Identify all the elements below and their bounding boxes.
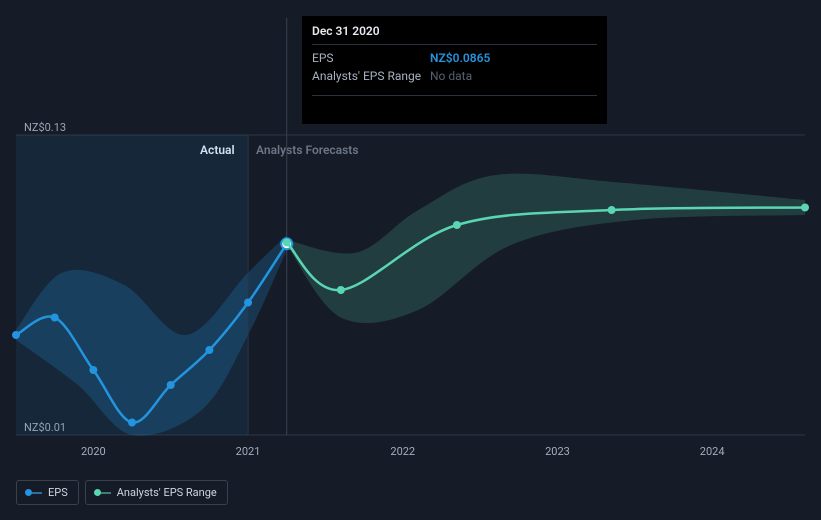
- legend: EPS Analysts' EPS Range: [16, 480, 228, 505]
- legend-item-eps[interactable]: EPS: [16, 480, 79, 505]
- chart-container: Dec 31 2020 EPS NZ$0.0865 Analysts' EPS …: [0, 0, 821, 520]
- legend-item-range[interactable]: Analysts' EPS Range: [85, 480, 228, 505]
- legend-label: EPS: [48, 486, 68, 499]
- legend-line-icon: [32, 492, 42, 494]
- legend-label: Analysts' EPS Range: [117, 486, 217, 499]
- legend-dot-icon: [25, 489, 32, 496]
- x-axis-tick-label: 2020: [81, 445, 106, 458]
- legend-dot-icon: [94, 489, 101, 496]
- legend-swatch: [25, 489, 42, 496]
- legend-line-icon: [101, 492, 111, 494]
- x-axis-tick-label: 2024: [700, 445, 725, 458]
- x-axis-tick-label: 2022: [390, 445, 415, 458]
- chart-svg[interactable]: [0, 0, 821, 520]
- x-axis-tick-label: 2023: [545, 445, 570, 458]
- legend-swatch: [94, 489, 111, 496]
- x-axis-tick-label: 2021: [236, 445, 261, 458]
